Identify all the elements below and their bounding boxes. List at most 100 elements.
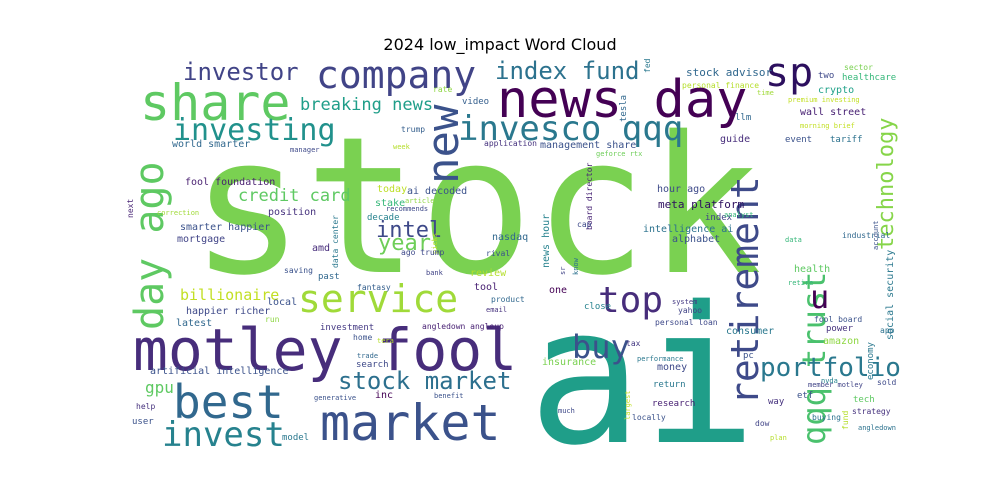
word-member-motley: member motley: [808, 381, 863, 389]
chart-title: 2024 low_impact Word Cloud: [383, 35, 616, 55]
word-inc: inc: [375, 390, 393, 401]
word-two: two: [818, 71, 834, 81]
word-cap: cap: [577, 220, 592, 229]
word-best: best: [173, 375, 284, 429]
word-stock: stock: [190, 96, 762, 317]
word-angledown: angledown: [858, 424, 896, 432]
word-tera: tera: [377, 337, 394, 345]
word-u: u: [810, 278, 829, 316]
word-news-hour: news hour: [541, 214, 552, 268]
word-personal-loan: personal loan: [655, 318, 718, 327]
word-largest: largest: [624, 390, 632, 420]
word-ago-trump: ago trump: [401, 248, 445, 257]
word-strategy: strategy: [852, 407, 891, 416]
word-portfolio: portfolio: [760, 353, 901, 383]
word-one: one: [549, 285, 567, 296]
word-email: email: [486, 306, 507, 314]
word-model: model: [282, 433, 309, 443]
word-tesla: tesla: [619, 95, 629, 122]
word-sp: sp: [765, 50, 813, 96]
word-wall-street: wall street: [800, 107, 866, 118]
word-investing: investing: [173, 113, 336, 148]
word-plan: plan: [770, 434, 787, 442]
word-fool-board: fool board: [814, 315, 862, 324]
word-pc: pc: [743, 351, 754, 361]
word-mortgage: mortgage: [177, 234, 225, 245]
word-invesco-qqq: invesco qqq: [458, 109, 683, 149]
word-happier-richer: happier richer: [186, 306, 270, 317]
word-today: today: [377, 184, 407, 195]
word-technology: technology: [874, 118, 899, 250]
word-llm: llm: [735, 113, 751, 123]
word-amd: amd: [312, 243, 330, 254]
word-sold: sold: [877, 378, 896, 387]
word-buying: buying: [812, 413, 841, 422]
word-management-share: management share: [540, 140, 636, 151]
word-guide: guide: [720, 134, 750, 145]
word-healthcare: healthcare: [842, 73, 896, 83]
word-dow: dow: [755, 419, 770, 428]
word-help: help: [136, 402, 155, 411]
word-artificial-intelligence: artificial intelligence: [150, 366, 288, 377]
word-meta-platform: meta platform: [658, 198, 744, 211]
word-company: company: [316, 53, 476, 97]
word-new: new: [418, 104, 469, 184]
word-analyst: analyst: [724, 211, 754, 219]
word-week: week: [393, 143, 411, 151]
word-market: market: [320, 394, 501, 452]
word-yahoo: yahoo: [678, 306, 702, 315]
word-share: share: [140, 74, 291, 132]
word-consumer: consumer: [726, 326, 774, 337]
word-personal-finance: personal finance: [682, 81, 759, 90]
word-investment: investment: [320, 323, 374, 333]
word-past: past: [318, 272, 340, 282]
word-local: local: [267, 297, 297, 308]
word-trump: trump: [401, 125, 425, 134]
word-tax: tax: [626, 339, 641, 348]
word-app: app: [880, 326, 895, 335]
word-nasdaq: nasdaq: [492, 232, 528, 243]
word-way: way: [768, 397, 785, 407]
word-tool: tool: [474, 282, 498, 293]
word-tariff: tariff: [830, 135, 863, 145]
word-world-smarter: world smarter: [172, 139, 250, 150]
word-fool-foundation: fool foundation: [185, 177, 275, 188]
word-board-director: board director: [585, 162, 594, 230]
word-top: top: [598, 280, 663, 321]
word-day-ago: day ago: [127, 161, 173, 330]
word-alphabet: alphabet: [672, 234, 720, 245]
word-amazon: amazon: [823, 336, 859, 347]
word-qqq-trust: qqq trust: [795, 272, 833, 445]
word-angledown-angleup: angledown angleup: [422, 322, 504, 331]
word-know: know: [572, 257, 580, 275]
word-billionaire: billionaire: [180, 286, 279, 304]
word-tech: tech: [853, 395, 875, 405]
word-return: return: [653, 380, 686, 390]
word-benefit: benefit: [434, 392, 464, 400]
word-trade: trade: [357, 352, 378, 360]
word-crypto: crypto: [818, 85, 854, 96]
word-buy: buy: [572, 328, 630, 366]
word-stock-advisor: stock advisor: [686, 66, 772, 79]
word-money: money: [657, 362, 687, 373]
word-sr: sr: [559, 267, 567, 275]
word-performance: performance: [637, 355, 683, 363]
word-index: index: [705, 213, 733, 223]
word-review: review: [470, 268, 507, 279]
word-hour-ago: hour ago: [657, 184, 705, 195]
word-news-day: news day: [497, 70, 747, 130]
word-sector: sector: [844, 63, 873, 72]
word-health: health: [794, 264, 830, 275]
word-correction: correction: [157, 209, 199, 217]
word-motley-fool: motley fool: [133, 316, 517, 384]
word-decade: decade: [367, 213, 400, 223]
word-rate: rate: [433, 85, 452, 94]
word-locally: locally: [632, 413, 666, 422]
word-video: video: [462, 97, 489, 107]
word-bank: bank: [426, 269, 444, 277]
word-time: time: [757, 89, 774, 97]
word-stake: stake: [375, 198, 405, 209]
word-search: search: [356, 360, 389, 370]
